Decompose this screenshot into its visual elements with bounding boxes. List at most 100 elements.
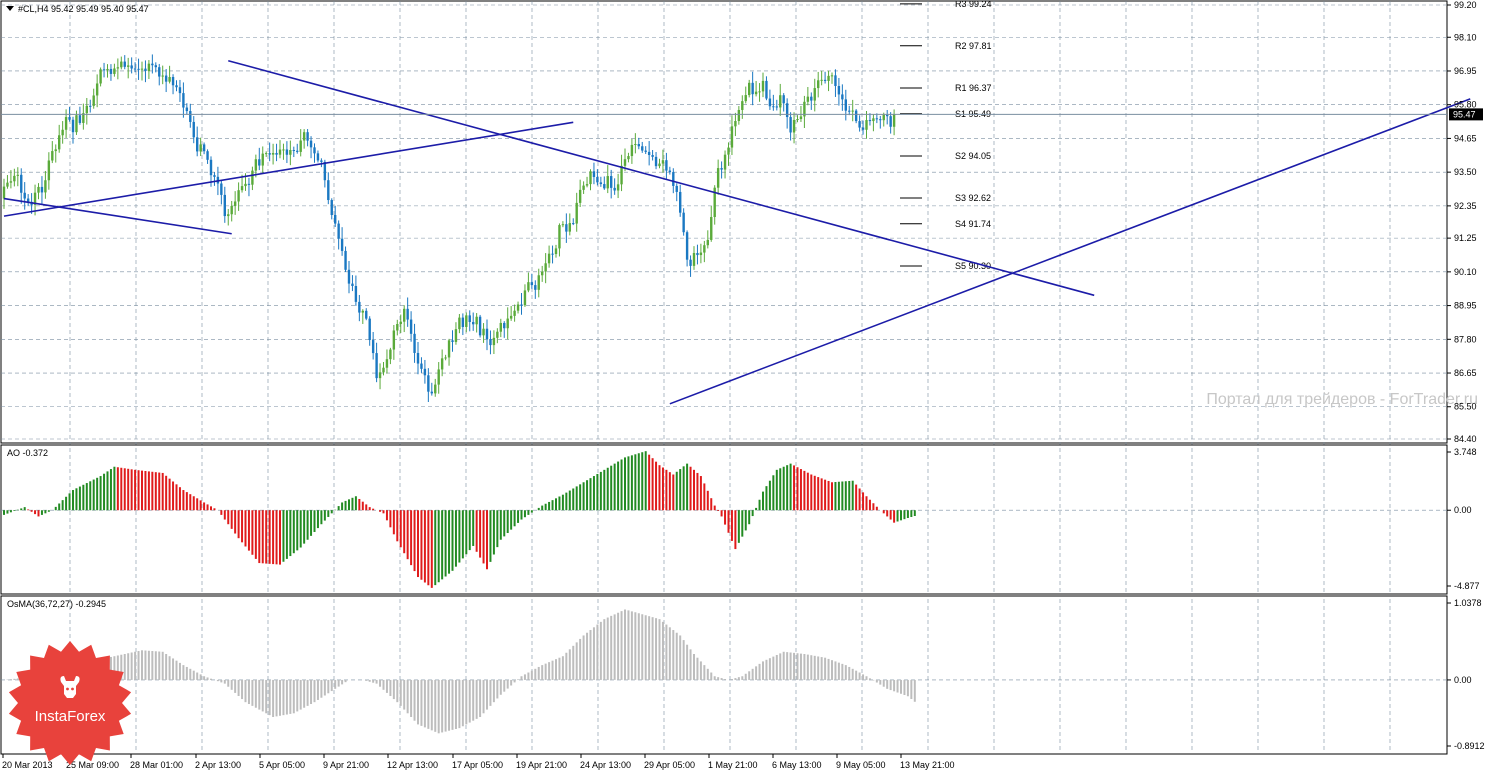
time-tick-label: 28 Mar 01:00 (130, 760, 183, 770)
price_axis-tick-label: 92.35 (1454, 201, 1477, 211)
candle (189, 103, 192, 128)
candle (892, 109, 896, 136)
candle (334, 205, 337, 228)
candle (789, 112, 792, 141)
pivot-label: R1 96.37 (955, 83, 992, 93)
candle (130, 57, 133, 74)
candle (164, 69, 168, 93)
candle (644, 146, 647, 155)
candle (596, 169, 599, 186)
chart-header: #CL,H4 95.42 95.49 95.40 95.47 (6, 4, 149, 14)
candle (6, 175, 9, 189)
candle (716, 159, 720, 195)
candle (144, 60, 147, 83)
candle (772, 94, 775, 111)
candle (679, 184, 682, 217)
candle (392, 325, 396, 360)
ao_panel-tick-label: 3.748 (1454, 447, 1477, 457)
candle (710, 206, 713, 242)
candle (751, 71, 754, 106)
candle (71, 116, 75, 144)
candle (396, 319, 399, 336)
trendline (669, 98, 1471, 405)
candle (651, 150, 654, 161)
candle (413, 323, 416, 363)
candle (416, 341, 420, 375)
candle (620, 154, 623, 192)
candle (375, 342, 378, 383)
candle (89, 99, 92, 113)
candle (661, 149, 665, 173)
candle (665, 152, 668, 180)
candle (385, 349, 389, 374)
candle (182, 82, 185, 118)
candle (737, 106, 741, 125)
price_axis-tick-label: 84.40 (1454, 434, 1477, 444)
candle (554, 244, 558, 258)
candle (461, 313, 465, 336)
price_axis-tick-label: 93.50 (1454, 167, 1477, 177)
current-price-tag: 95.47 (1449, 108, 1483, 121)
candle (13, 168, 16, 187)
candle (706, 230, 709, 249)
candle (630, 138, 634, 164)
candle (782, 93, 785, 112)
candle (347, 260, 351, 294)
candle (309, 136, 313, 159)
candle (492, 330, 496, 354)
candle (354, 275, 358, 306)
time-tick-label: 12 Apr 13:00 (387, 760, 438, 770)
candle (178, 79, 182, 102)
candle (440, 349, 444, 377)
candle (879, 115, 882, 129)
candle (478, 314, 482, 338)
candle (748, 79, 751, 98)
candle (872, 113, 875, 132)
candle (161, 65, 164, 85)
instaforex-logo: InstaForex (8, 641, 132, 765)
candle (851, 99, 854, 122)
candle (420, 357, 423, 373)
candle (406, 297, 409, 327)
candle (292, 146, 295, 158)
candle (447, 338, 451, 366)
candle (765, 76, 768, 101)
candle (475, 313, 478, 333)
candle (206, 149, 209, 164)
candle (734, 112, 737, 137)
candle (703, 240, 706, 263)
candle (127, 57, 130, 79)
candle (627, 152, 630, 163)
candle (516, 301, 520, 314)
candle (727, 142, 730, 166)
candle (534, 280, 537, 299)
trendlines (3, 59, 1471, 405)
candle (230, 200, 233, 222)
candle (158, 63, 161, 86)
candle (509, 306, 513, 321)
pivot-label: R3 99.24 (955, 0, 992, 9)
time-tick-label: 17 Apr 05:00 (452, 760, 503, 770)
time-tick-label: 24 Apr 13:00 (580, 760, 631, 770)
candle (106, 64, 109, 78)
candle (810, 92, 813, 110)
candle (54, 144, 57, 163)
pivot-label: S2 94.05 (955, 151, 991, 161)
trendline (3, 121, 574, 217)
logo-bull-icon (60, 676, 80, 698)
candle (2, 178, 6, 209)
candle (199, 137, 202, 156)
candle (202, 142, 206, 155)
candle (371, 331, 375, 360)
candle (541, 265, 544, 282)
candle (848, 105, 851, 116)
candle (792, 112, 796, 144)
candle (806, 87, 810, 106)
candle (137, 58, 140, 80)
candle (358, 294, 361, 322)
candle (813, 78, 816, 112)
candle (403, 305, 406, 333)
candle (658, 158, 661, 169)
candle (247, 177, 251, 197)
price-panel: R3 99.24 R2 97.81 R1 96.37 S1 95.49 S2 94.05… (0, 0, 1478, 445)
